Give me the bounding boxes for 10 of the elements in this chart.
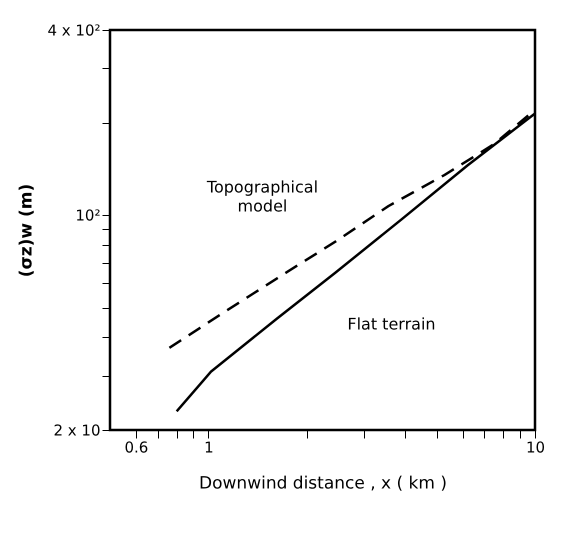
- x-axis-title: Downwind distance , x ( km ): [199, 474, 447, 494]
- x-tick-label: 0.6: [124, 438, 148, 456]
- y-axis-title: (σz)w (m): [16, 184, 36, 278]
- x-tick-label: 10: [526, 438, 546, 456]
- x-tick-label: 1: [204, 438, 214, 456]
- text: Flat terrain: [347, 314, 436, 334]
- y-tick-label: 2 x 10: [53, 422, 100, 440]
- series-label: Topographical model: [206, 178, 318, 216]
- y-tick-label: 10²: [75, 206, 100, 225]
- y-tick-label: 4 x 10²: [47, 22, 100, 40]
